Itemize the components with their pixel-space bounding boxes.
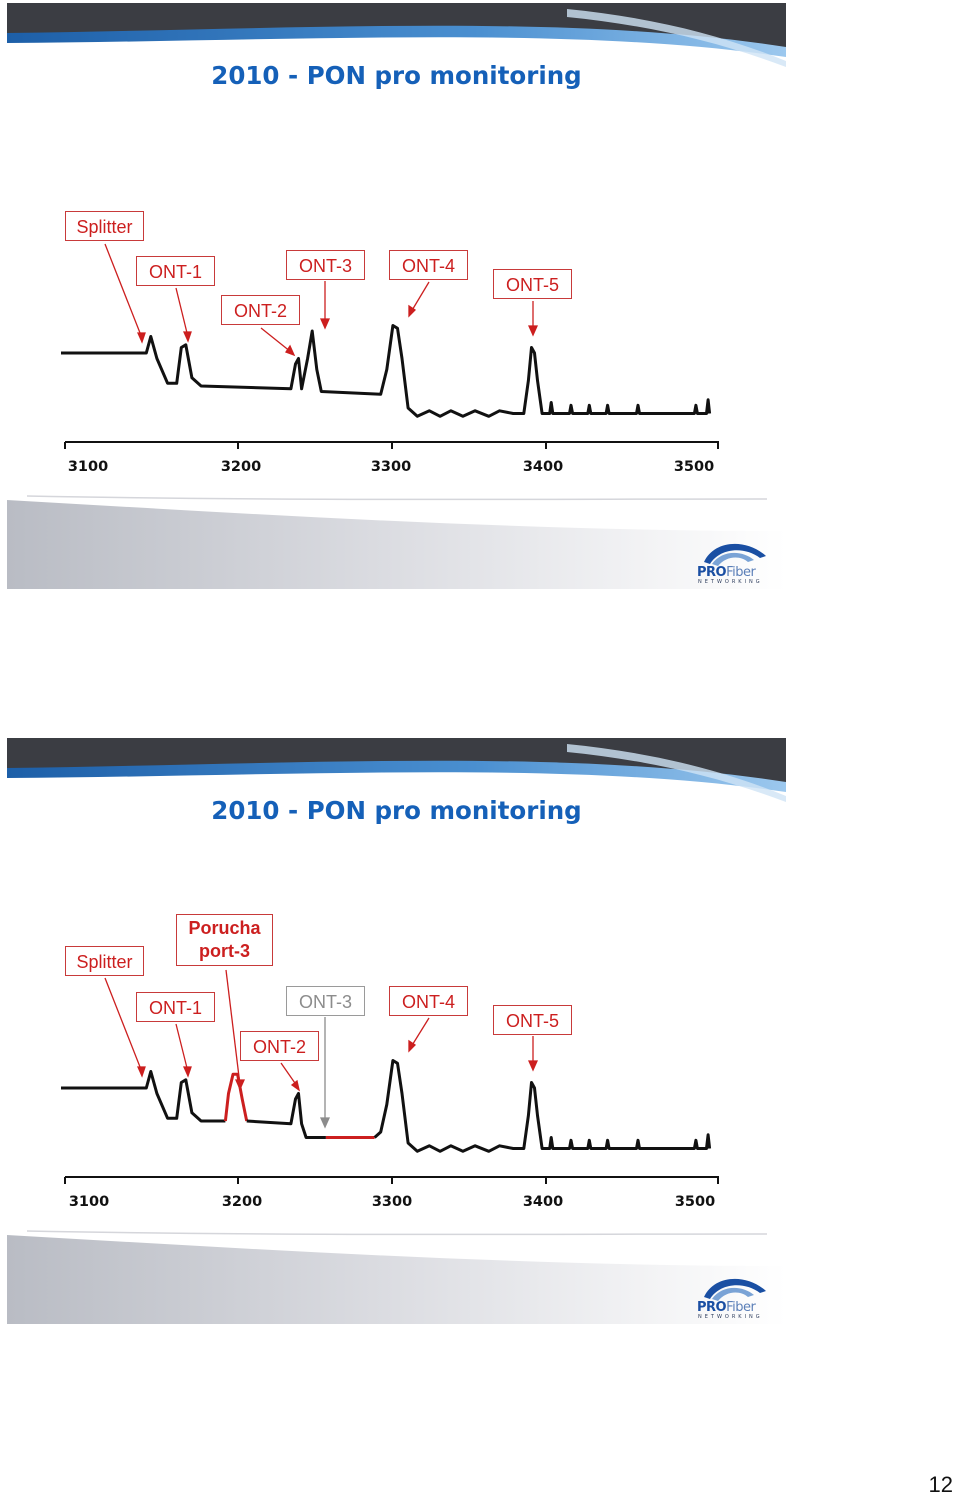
otdr-trace [61,324,712,418]
fault-label: Porucha port-3 [176,914,273,966]
splitter-label: Splitter [65,211,144,241]
slide-title: 2010 - PON pro monitoring [211,61,582,90]
x-tick-label: 3500 [674,1194,716,1210]
logo-wordmark: PROFiber [697,1300,756,1315]
x-tick-label: 3100 [68,1194,110,1210]
logo-tagline: NETWORKING [698,1314,763,1320]
ont5-label: ONT-5 [493,1005,572,1035]
logo-wordmark: PROFiber [697,565,756,580]
ont2-label: ONT-2 [240,1031,319,1061]
otdr-trace [61,1059,712,1153]
ont3-label: ONT-3 [286,250,365,280]
trace-segment [61,1070,226,1123]
trace-segment [246,1092,326,1139]
profiber-logo-icon [704,543,766,566]
ont2-label: ONT-2 [221,295,300,325]
x-tick-label: 3400 [522,1194,564,1210]
slide-1: 2010 - PON pro monitoring Splitter ONT-1… [7,3,786,589]
page-number: 12 [928,1472,953,1497]
logo-tagline: NETWORKING [698,579,763,585]
trace-segment [373,1059,712,1153]
x-tick-label: 3300 [370,459,412,475]
slide-title: 2010 - PON pro monitoring [211,796,582,825]
fault-label-line1: Porucha [188,918,261,938]
slide-decoration [7,738,786,1324]
x-tick-label: 3200 [220,459,262,475]
slide-decoration [7,3,786,589]
x-tick-label: 3500 [673,459,715,475]
profiber-logo-icon [704,1278,766,1301]
ont3-label: ONT-3 [286,986,365,1016]
x-tick-label: 3300 [371,1194,413,1210]
x-tick-label: 3200 [221,1194,263,1210]
ont4-label: ONT-4 [389,250,468,280]
splitter-label: Splitter [65,946,144,976]
ont1-label: ONT-1 [136,256,215,286]
slide-2: 2010 - PON pro monitoring Splitter Poruc… [7,738,786,1324]
trace-segment [61,324,712,418]
ont5-label: ONT-5 [493,269,572,299]
x-tick-label: 3100 [67,459,109,475]
fault-label-line2: port-3 [199,941,250,961]
fault-trace-segment [223,1072,249,1122]
ont1-label: ONT-1 [136,992,215,1022]
x-tick-label: 3400 [522,459,564,475]
ont4-label: ONT-4 [389,986,468,1016]
